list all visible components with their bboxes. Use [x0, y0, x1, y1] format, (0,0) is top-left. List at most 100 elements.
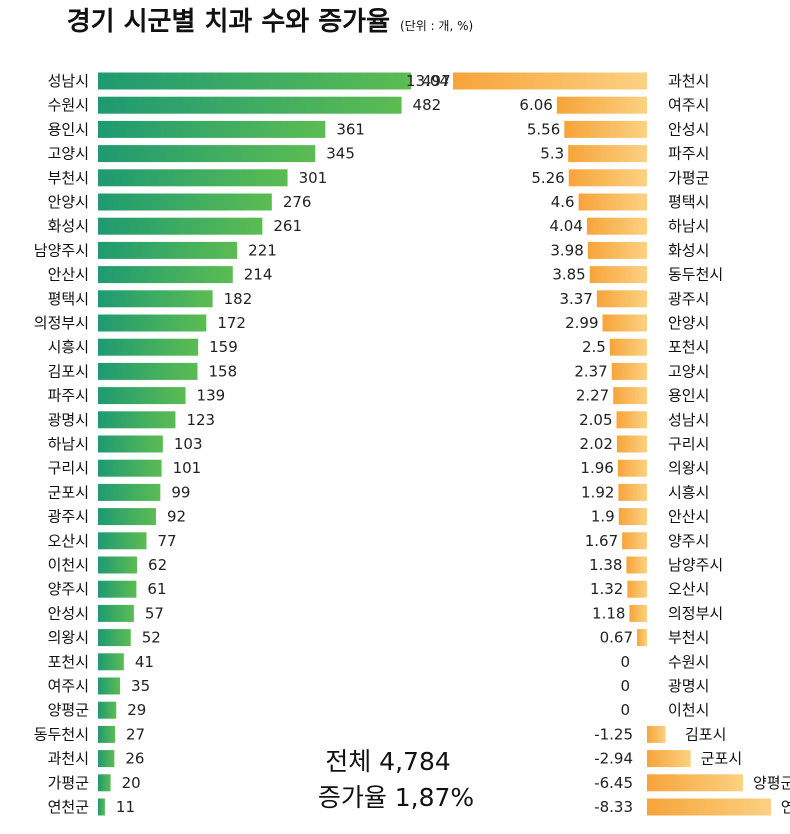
- right-bar: [613, 387, 647, 405]
- left-bar: [98, 604, 134, 622]
- left-bar: [98, 725, 116, 743]
- left-category-label: 의정부시: [34, 314, 89, 332]
- right-value-label: 2.37: [574, 362, 607, 380]
- right-bar: [647, 725, 666, 743]
- left-value-label: 99: [171, 483, 190, 501]
- left-category-label: 남양주시: [34, 241, 89, 259]
- summary-rate: 증가율 1,87%: [318, 783, 474, 812]
- right-value-label: -2.94: [594, 750, 633, 768]
- left-category-label: 성남시: [48, 72, 89, 90]
- right-value-label: 0: [620, 653, 630, 671]
- left-category-label: 안양시: [48, 193, 89, 211]
- right-bar: [629, 604, 647, 622]
- right-category-label: 성남시: [668, 411, 709, 429]
- left-value-label: 123: [186, 411, 215, 429]
- left-bar: [98, 798, 105, 816]
- left-category-label: 고양시: [48, 145, 89, 163]
- left-bar: [98, 508, 156, 526]
- right-category-label: 시흥시: [668, 483, 709, 501]
- left-value-label: 276: [283, 193, 312, 211]
- right-bar: [626, 556, 647, 574]
- right-bar: [622, 532, 647, 550]
- left-bar: [98, 362, 198, 380]
- right-category-label: 군포시: [701, 750, 742, 768]
- right-category-label: 안양시: [668, 314, 709, 332]
- right-value-label: 0.67: [600, 629, 633, 647]
- right-category-label: 구리시: [668, 435, 709, 453]
- left-category-label: 이천시: [48, 556, 89, 574]
- right-value-label: -8.33: [594, 798, 633, 816]
- right-value-label: 6.06: [519, 96, 552, 114]
- right-category-label: 김포시: [685, 725, 726, 743]
- left-category-label: 시흥시: [48, 338, 89, 356]
- right-category-label: 수원시: [668, 653, 709, 671]
- left-value-label: 29: [127, 701, 146, 719]
- left-bar: [98, 653, 124, 671]
- left-category-label: 양주시: [48, 580, 89, 598]
- right-value-label: 5.56: [527, 120, 560, 138]
- left-bar: [98, 387, 186, 405]
- left-value-label: 159: [209, 338, 238, 356]
- left-bar: [98, 145, 316, 163]
- left-category-label: 동두천시: [34, 725, 89, 743]
- right-category-label: 연천군: [781, 798, 790, 816]
- right-bar: [564, 120, 647, 138]
- left-category-label: 안산시: [48, 266, 89, 284]
- left-bar: [98, 774, 111, 792]
- right-category-label: 안산시: [668, 508, 709, 526]
- left-category-label: 평택시: [48, 290, 89, 308]
- left-value-label: 301: [299, 169, 328, 187]
- left-bar: [98, 435, 163, 453]
- left-value-label: 158: [209, 362, 238, 380]
- left-value-label: 52: [142, 629, 161, 647]
- right-bar: [453, 72, 647, 90]
- right-bar: [618, 483, 647, 501]
- left-value-label: 103: [174, 435, 203, 453]
- right-category-label: 과천시: [668, 72, 709, 90]
- left-category-label: 부천시: [48, 169, 89, 187]
- right-value-label: 3.37: [559, 290, 592, 308]
- left-category-label: 양평군: [48, 701, 90, 719]
- right-category-label: 광주시: [668, 290, 709, 308]
- right-bar: [647, 750, 691, 768]
- left-value-label: 62: [148, 556, 167, 574]
- left-category-label: 여주시: [48, 677, 89, 695]
- right-category-label: 화성시: [668, 241, 709, 259]
- right-category-label: 여주시: [668, 96, 709, 114]
- left-bar-chart: 성남시 497 수원시 482 용인시 361 고양시 345 부천시 301 안양시 276 화성시 2…: [34, 72, 451, 816]
- right-value-label: 2.02: [580, 435, 613, 453]
- right-category-label: 가평군: [668, 169, 710, 187]
- right-category-label: 평택시: [668, 193, 709, 211]
- left-bar: [98, 701, 117, 719]
- right-category-label: 양주시: [668, 532, 709, 550]
- left-category-label: 군포시: [48, 483, 89, 501]
- left-value-label: 361: [336, 120, 365, 138]
- right-value-label: 1.32: [590, 580, 623, 598]
- left-value-label: 61: [147, 580, 166, 598]
- right-bar: [647, 774, 743, 792]
- right-category-label: 양평군: [753, 774, 790, 792]
- left-category-label: 용인시: [48, 120, 89, 138]
- right-category-label: 안성시: [668, 120, 709, 138]
- left-value-label: 26: [125, 750, 144, 768]
- left-category-label: 하남시: [48, 435, 89, 453]
- right-category-label: 오산시: [668, 580, 709, 598]
- left-value-label: 221: [248, 241, 277, 259]
- left-value-label: 77: [157, 532, 176, 550]
- right-category-label: 의정부시: [668, 604, 723, 622]
- left-category-label: 파주시: [48, 387, 89, 405]
- left-category-label: 광명시: [48, 411, 89, 429]
- left-bar: [98, 314, 207, 332]
- left-bar: [98, 290, 213, 308]
- left-value-label: 172: [217, 314, 246, 332]
- right-bar: [616, 435, 647, 453]
- left-value-label: 57: [145, 604, 164, 622]
- left-value-label: 497: [422, 72, 451, 90]
- right-bar: [616, 411, 647, 429]
- left-bar: [98, 750, 115, 768]
- right-bar: [568, 169, 647, 187]
- right-value-label: 13.04: [406, 72, 449, 90]
- left-value-label: 92: [167, 508, 186, 526]
- left-category-label: 수원시: [48, 96, 89, 114]
- chart-title: 경기 시군별 치과 수와 증가율: [67, 7, 390, 37]
